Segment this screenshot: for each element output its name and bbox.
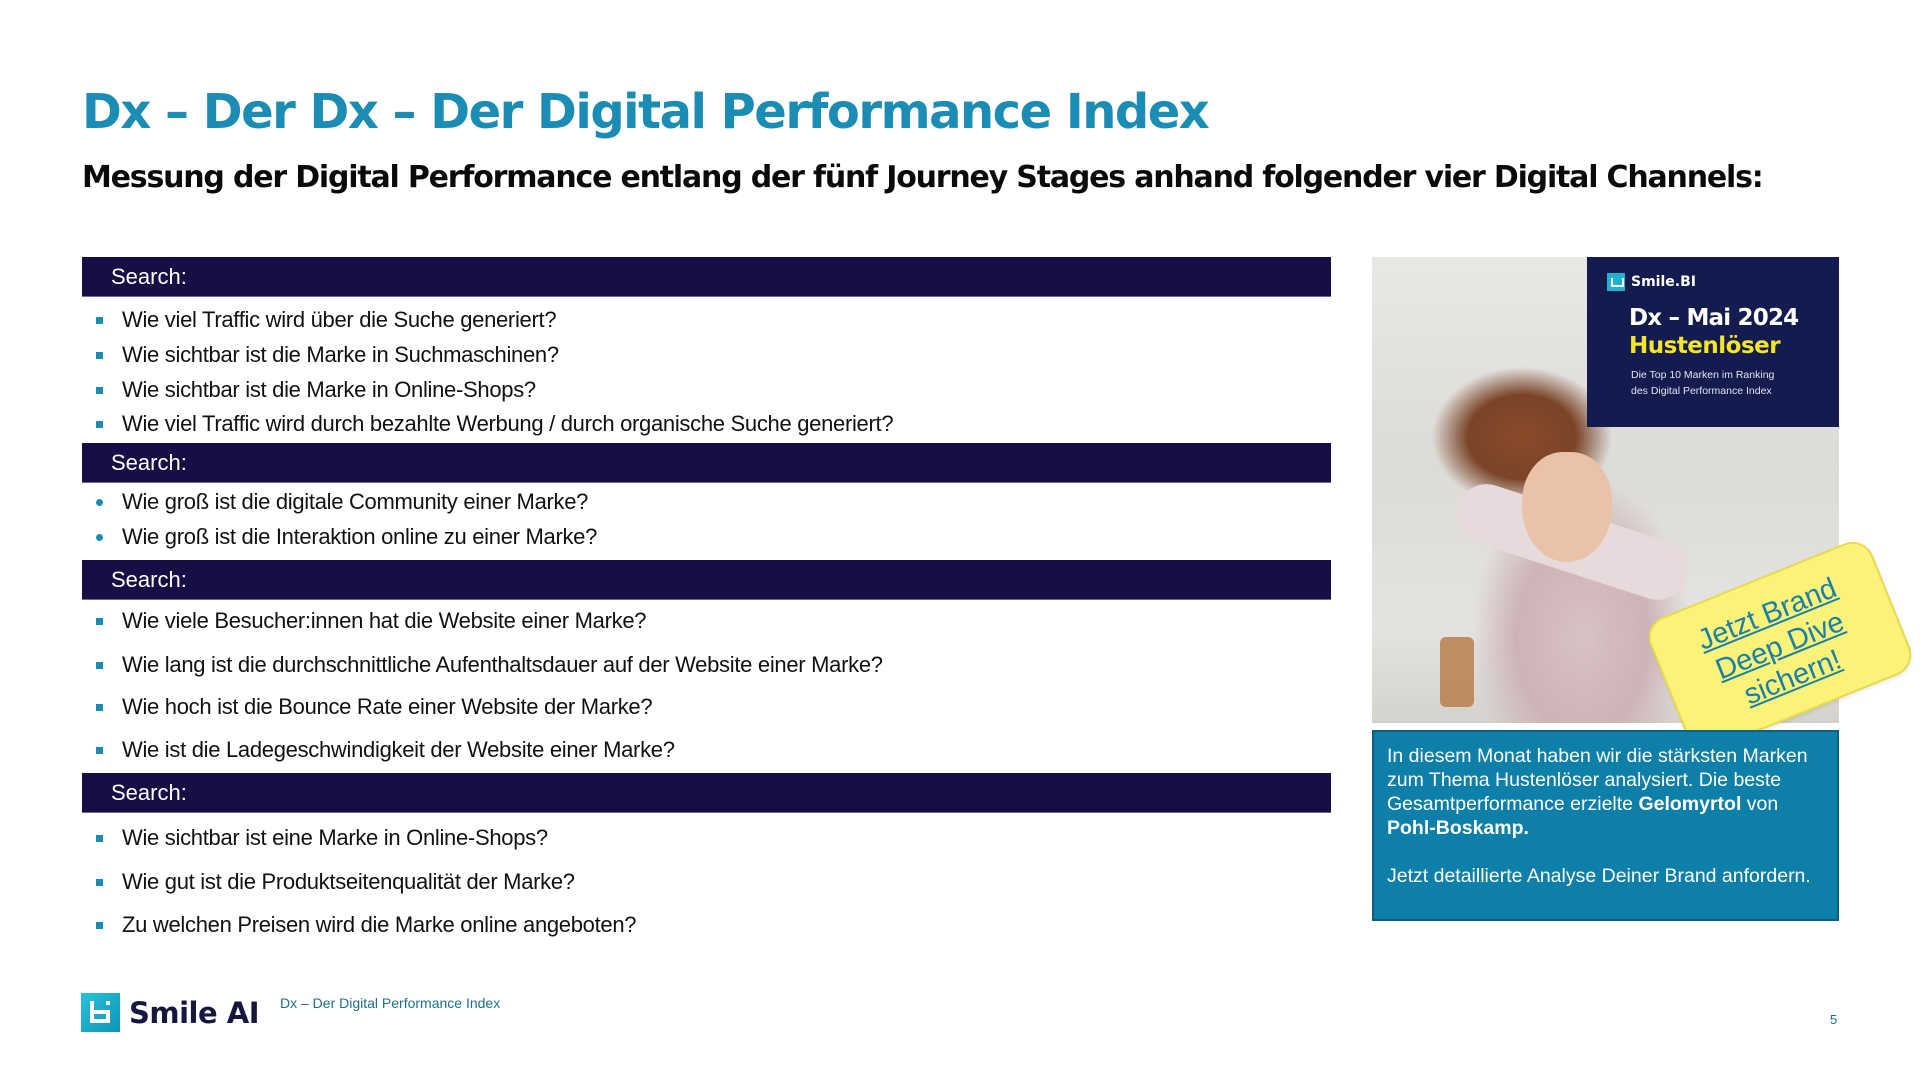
- page-subtitle: Messung der Digital Performance entlang …: [82, 160, 1764, 195]
- list-item: Wie gut ist die Produktseitenqualität de…: [96, 867, 575, 897]
- promo-cover-box: Smile.BI Dx – Mai 2024 Hustenlöser Die T…: [1587, 257, 1839, 427]
- page-number: 5: [1830, 1012, 1838, 1027]
- square-bullet-icon: [96, 878, 103, 886]
- section-header-1: Search:: [82, 257, 1331, 297]
- section-label: Search:: [111, 566, 187, 592]
- list-item: Wie groß ist die Interaktion online zu e…: [96, 522, 597, 552]
- round-bullet-icon: [96, 498, 103, 506]
- company-name: Pohl-Boskamp.: [1387, 817, 1529, 839]
- logo-text: Smile AI: [129, 995, 259, 1030]
- smile-ai-logo-icon: [81, 993, 120, 1032]
- info-box: In diesem Monat haben wir die stärksten …: [1372, 730, 1839, 921]
- square-bullet-icon: [96, 617, 103, 625]
- list-item: Wie lang ist die durchschnittliche Aufen…: [96, 650, 883, 680]
- footer-caption: Dx – Der Digital Performance Index: [280, 995, 501, 1011]
- brand-name: Gelomyrtol: [1638, 793, 1742, 815]
- section-label: Search:: [111, 263, 187, 289]
- list-item: Wie viele Besucher:innen hat die Website…: [96, 606, 647, 636]
- info-cta: Jetzt detaillierte Analyse Deiner Brand …: [1387, 865, 1811, 887]
- smile-ai-logo: Smile AI: [81, 993, 259, 1032]
- section-header-2: Search:: [82, 443, 1331, 483]
- list-item: Wie viel Traffic wird durch bezahlte Wer…: [96, 409, 894, 439]
- section-header-4: Search:: [82, 773, 1331, 813]
- promo-brand: Smile.BI: [1607, 273, 1819, 291]
- square-bullet-icon: [96, 386, 103, 394]
- square-bullet-icon: [96, 351, 103, 359]
- list-item: Wie groß ist die digitale Community eine…: [96, 487, 588, 517]
- square-bullet-icon: [96, 703, 103, 711]
- list-item: Wie hoch ist die Bounce Rate einer Websi…: [96, 692, 653, 722]
- list-item: Zu welchen Preisen wird die Marke online…: [96, 910, 637, 940]
- photo-bottle-shape: [1440, 637, 1474, 707]
- promo-topic: Hustenlöser: [1629, 333, 1781, 359]
- square-bullet-icon: [96, 834, 103, 842]
- square-bullet-icon: [96, 420, 103, 428]
- page-title: Dx – Der Dx – Der Digital Performance In…: [82, 84, 1210, 140]
- square-bullet-icon: [96, 316, 103, 324]
- list-item: Wie sichtbar ist die Marke in Online-Sho…: [96, 375, 536, 405]
- promo-title: Dx – Mai 2024: [1629, 305, 1799, 331]
- section-label: Search:: [111, 449, 187, 475]
- list-item: Wie ist die Ladegeschwindigkeit der Webs…: [96, 735, 675, 765]
- smile-bi-logo-icon: [1607, 273, 1625, 291]
- list-item: Wie viel Traffic wird über die Suche gen…: [96, 305, 557, 335]
- square-bullet-icon: [96, 746, 103, 754]
- round-bullet-icon: [96, 533, 103, 541]
- list-item: Wie sichtbar ist eine Marke in Online-Sh…: [96, 823, 548, 853]
- square-bullet-icon: [96, 921, 103, 929]
- section-header-3: Search:: [82, 560, 1331, 600]
- info-paragraph: In diesem Monat haben wir die stärksten …: [1387, 745, 1808, 839]
- section-label: Search:: [111, 779, 187, 805]
- list-item: Wie sichtbar ist die Marke in Suchmaschi…: [96, 340, 559, 370]
- square-bullet-icon: [96, 661, 103, 669]
- promo-subtitle: Die Top 10 Marken im Ranking des Digital…: [1631, 369, 1775, 397]
- photo-face-shape: [1522, 452, 1612, 562]
